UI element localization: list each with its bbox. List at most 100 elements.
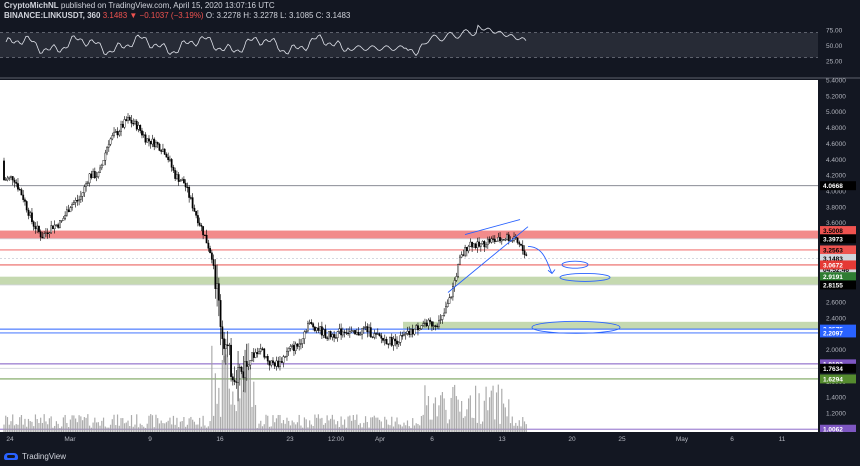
candle-body — [207, 242, 210, 249]
volume-bar — [73, 415, 75, 432]
symbol-name[interactable]: BINANCE:LINKUSDT, 360 — [4, 11, 101, 20]
volume-bar — [291, 420, 293, 432]
volume-bar — [219, 416, 222, 432]
candle-body — [448, 297, 451, 304]
volume-bar — [190, 416, 192, 432]
price-tick-label: 4.8000 — [826, 125, 846, 132]
volume-bar — [516, 425, 519, 432]
time-tick-label: 13 — [498, 436, 506, 443]
volume-bar — [258, 423, 260, 432]
candle-body — [305, 330, 308, 333]
volume-bar — [64, 414, 66, 432]
candle-body — [382, 338, 384, 341]
volume-bar — [323, 424, 325, 432]
price-label-bg — [820, 254, 856, 264]
time-tick-label: 6 — [730, 436, 734, 443]
candle-body — [380, 335, 383, 339]
candle-body — [240, 366, 243, 372]
volume-bar — [464, 416, 466, 432]
candle-body — [497, 237, 500, 242]
candle-body — [29, 212, 32, 216]
volume-bar — [22, 424, 24, 432]
candle-body — [224, 344, 227, 349]
volume-bar — [249, 367, 251, 432]
candle-body — [235, 381, 238, 383]
footer-brand[interactable]: TradingView — [22, 452, 67, 461]
volume-bar — [398, 424, 400, 432]
candle-body — [116, 131, 119, 136]
volume-bar — [338, 427, 340, 432]
volume-bar — [242, 390, 244, 432]
candle-body — [348, 331, 351, 334]
volume-bar — [171, 424, 173, 432]
candle-body — [385, 338, 388, 344]
volume-bar — [511, 416, 513, 432]
candle-body — [490, 238, 493, 243]
candle-body — [127, 117, 129, 121]
candle-body — [341, 331, 344, 336]
volume-bar — [113, 414, 115, 432]
candle-body — [294, 343, 297, 351]
candle-body — [378, 333, 381, 337]
candle-body — [139, 125, 142, 131]
volume-bar — [305, 419, 307, 432]
candle-body — [401, 335, 404, 337]
candle-body — [184, 182, 187, 188]
candle-body — [4, 179, 7, 181]
candle-body — [314, 326, 316, 331]
price-label-bg — [820, 424, 856, 434]
volume-bar — [66, 422, 68, 432]
candle-body — [141, 130, 143, 136]
volume-bar — [80, 416, 82, 432]
candle-body — [291, 345, 294, 347]
symbol-line: BINANCE:LINKUSDT, 360 3.1483 ▼ −0.1037 (… — [4, 11, 350, 21]
candle-body — [293, 345, 295, 351]
volume-bar — [54, 425, 56, 432]
volume-bar — [333, 419, 335, 432]
volume-bar — [520, 426, 522, 432]
candle-body — [254, 352, 257, 358]
volume-bar — [279, 414, 281, 432]
volume-bar — [230, 404, 232, 432]
price-label-bg — [820, 363, 856, 373]
volume-bar — [375, 417, 377, 432]
volume-bar — [469, 395, 471, 432]
candle-body — [457, 264, 460, 277]
volume-bar — [134, 424, 136, 432]
candle-body — [432, 325, 435, 327]
candle-body — [102, 160, 105, 166]
candle-body — [371, 336, 374, 338]
candle-body — [453, 280, 456, 287]
volume-bar — [405, 425, 407, 432]
candle-body — [327, 331, 330, 339]
candle-body — [104, 152, 107, 161]
candle-body — [81, 192, 84, 197]
candle-body — [518, 242, 521, 245]
candle-body — [469, 241, 472, 247]
candle-body — [226, 344, 229, 346]
volume-bar — [10, 421, 12, 432]
volume-bar — [363, 422, 365, 432]
candle-body — [389, 337, 391, 345]
candle-body — [71, 204, 74, 208]
volume-bar — [457, 399, 459, 432]
volume-bar — [167, 420, 169, 432]
volume-bar — [354, 419, 356, 432]
author-name[interactable]: CryptoMichNL — [4, 1, 59, 10]
tradingview-logo-icon[interactable] — [4, 452, 18, 461]
candle-body — [289, 346, 292, 349]
candle-body — [53, 224, 56, 230]
candle-body — [72, 202, 75, 205]
volume-bar — [254, 404, 257, 432]
volume-bar — [213, 415, 215, 432]
volume-bar — [330, 418, 332, 432]
rsi-band — [0, 32, 818, 58]
volume-bar — [359, 423, 361, 432]
candle-body — [223, 338, 225, 349]
price-label-bg — [820, 264, 856, 274]
candle-body — [120, 123, 122, 132]
volume-bar — [281, 423, 283, 432]
candle-body — [329, 331, 332, 338]
candle-body — [22, 194, 25, 200]
